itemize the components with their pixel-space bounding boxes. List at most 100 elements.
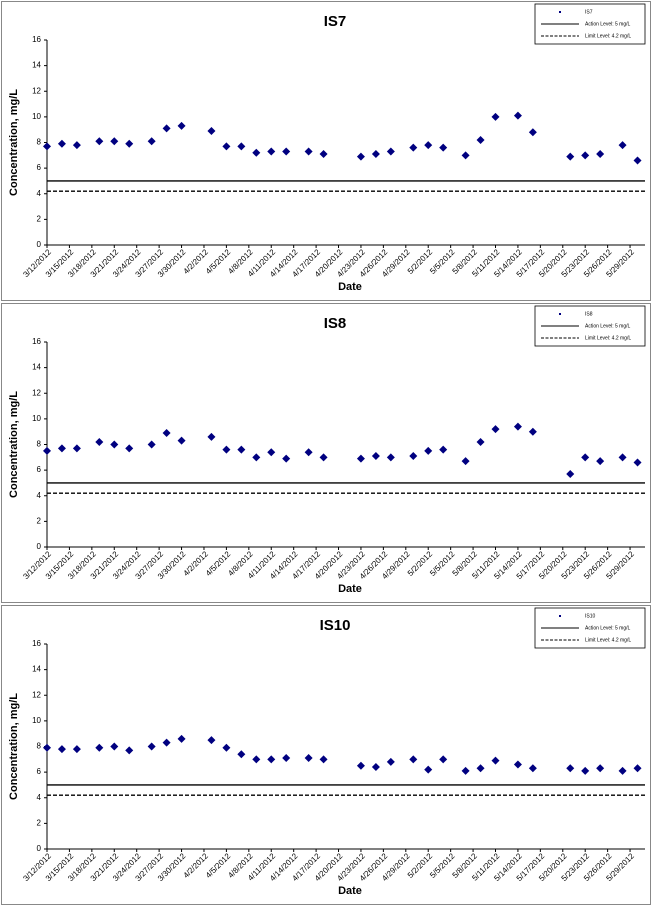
data-point (162, 428, 171, 437)
data-point (633, 458, 642, 467)
data-point (125, 139, 134, 148)
legend-marker (559, 11, 561, 13)
data-point (386, 453, 395, 462)
data-point (267, 755, 276, 764)
data-point (222, 142, 231, 151)
data-point (282, 754, 291, 763)
data-point (476, 764, 485, 773)
y-tick-label: 16 (32, 337, 41, 346)
data-point (43, 743, 51, 752)
data-point (386, 757, 395, 766)
data-point (177, 436, 186, 445)
y-tick-label: 10 (32, 112, 41, 121)
data-point (618, 766, 627, 775)
y-tick-label: 8 (37, 440, 42, 449)
data-point (439, 445, 448, 454)
legend-label: Limit Level: 4.2 mg/L (585, 637, 631, 643)
y-tick-label: 12 (32, 86, 41, 95)
data-point (110, 742, 119, 751)
data-point (596, 764, 605, 773)
legend-marker (559, 313, 561, 315)
legend-label: Limit Level: 4.2 mg/L (585, 335, 631, 341)
data-point (566, 152, 575, 161)
data-point (222, 743, 231, 752)
y-tick-label: 2 (37, 516, 42, 525)
data-point (633, 156, 642, 165)
data-point (513, 760, 522, 769)
data-point (491, 756, 500, 765)
data-point (513, 422, 522, 431)
data-point (207, 126, 216, 135)
y-tick-label: 2 (37, 818, 42, 827)
y-tick-label: 4 (37, 189, 42, 198)
panel-border (1, 605, 651, 905)
data-point (72, 745, 81, 754)
data-point (125, 444, 134, 453)
data-point (409, 452, 418, 461)
data-point (57, 444, 66, 453)
panel-border (1, 303, 651, 603)
y-axis-label: Concentration, mg/L (8, 693, 20, 800)
data-point (207, 432, 216, 441)
data-point (207, 736, 216, 745)
data-point (528, 764, 537, 773)
legend-label: IS8 (585, 311, 593, 317)
data-point (491, 425, 500, 434)
data-point (356, 454, 365, 463)
data-point (237, 750, 246, 759)
y-tick-label: 6 (37, 465, 42, 474)
data-point (386, 147, 395, 156)
data-point (319, 150, 328, 159)
data-point (424, 765, 433, 774)
data-point (424, 141, 433, 150)
data-point (72, 141, 81, 150)
data-point (371, 452, 380, 461)
y-tick-label: 10 (32, 716, 41, 725)
data-point (95, 437, 104, 446)
y-tick-label: 4 (37, 793, 42, 802)
data-point (72, 444, 81, 453)
chart-title: IS8 (324, 315, 347, 332)
data-point (409, 143, 418, 152)
data-point (476, 437, 485, 446)
data-point (356, 761, 365, 770)
legend-label: Action Level: 5 mg/L (585, 323, 631, 329)
y-tick-label: 16 (32, 35, 41, 44)
data-point (147, 137, 156, 146)
data-point (528, 128, 537, 137)
data-point (424, 446, 433, 455)
data-point (618, 453, 627, 462)
data-point (147, 440, 156, 449)
y-tick-label: 2 (37, 214, 42, 223)
x-axis-label: Date (338, 281, 362, 293)
legend-label: IS7 (585, 9, 593, 15)
data-point (162, 738, 171, 747)
data-point (581, 151, 590, 160)
data-point (356, 152, 365, 161)
data-point (252, 755, 261, 764)
chart-panel: IS10 Concentration, mg/L Date 0 2 4 6 8 10 12 14 16… (1, 605, 651, 905)
x-axis-label: Date (338, 885, 362, 897)
data-point (371, 150, 380, 159)
y-axis-label: Concentration, mg/L (8, 391, 20, 498)
legend-label: Action Level: 5 mg/L (585, 625, 631, 631)
data-point (304, 754, 313, 763)
data-point (267, 147, 276, 156)
y-tick-label: 6 (37, 163, 42, 172)
data-point (162, 124, 171, 133)
data-point (596, 150, 605, 159)
data-point (371, 763, 380, 771)
data-point (491, 112, 500, 121)
legend-marker (559, 615, 561, 617)
data-point (581, 453, 590, 462)
data-point (43, 446, 51, 455)
data-point (177, 734, 186, 743)
y-tick-label: 14 (32, 363, 41, 372)
data-point (476, 135, 485, 144)
data-point (461, 151, 470, 160)
chart-title: IS10 (320, 617, 351, 634)
data-point (125, 746, 134, 755)
